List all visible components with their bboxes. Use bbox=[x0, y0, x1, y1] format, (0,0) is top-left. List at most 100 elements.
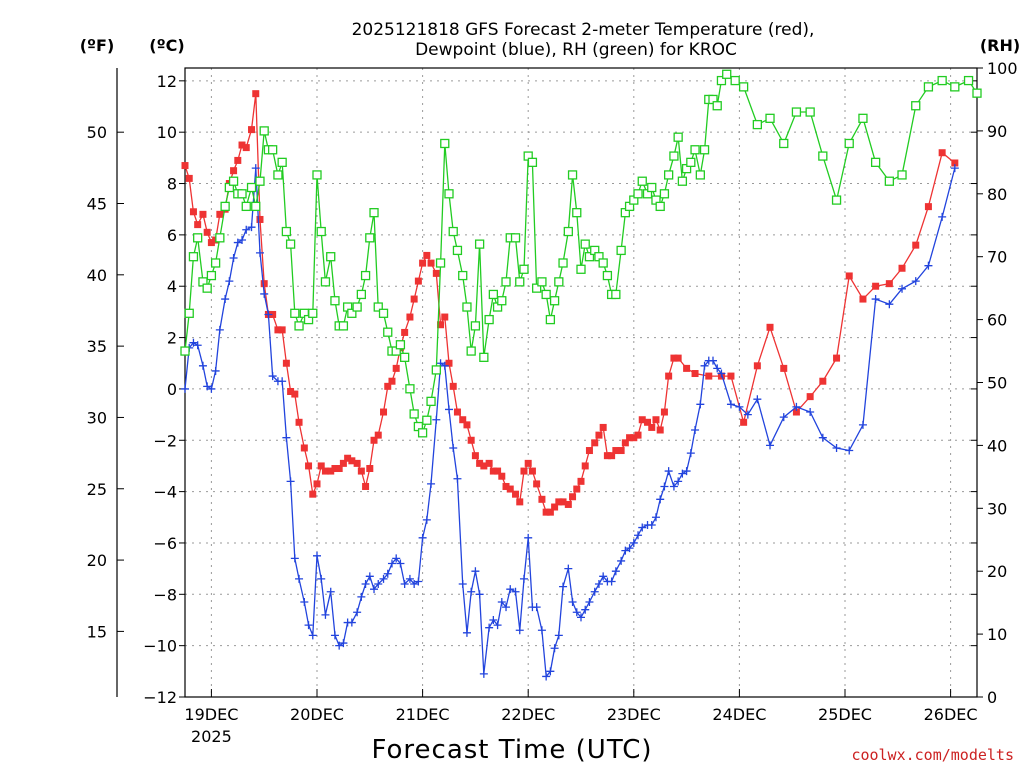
rh-point bbox=[356, 289, 367, 300]
temperature-point bbox=[512, 490, 520, 498]
rh-point bbox=[246, 182, 257, 193]
rh-point bbox=[470, 321, 481, 331]
rh-point bbox=[527, 157, 538, 168]
rh-point bbox=[950, 82, 960, 92]
rh-point bbox=[255, 176, 265, 186]
y-tick-label-rh: 40 bbox=[987, 436, 1007, 455]
dewpoint-point bbox=[743, 410, 752, 419]
dewpoint-point bbox=[485, 623, 494, 632]
dewpoint-point bbox=[198, 361, 207, 370]
rh-point bbox=[281, 226, 292, 237]
dewpoint-point bbox=[479, 669, 488, 678]
dewpoint-point bbox=[506, 585, 515, 594]
temperature-point bbox=[626, 434, 634, 442]
dewpoint-point bbox=[458, 580, 467, 589]
unit-label-celsius: (ºC) bbox=[149, 36, 184, 55]
rh-point bbox=[338, 321, 349, 331]
rh-point bbox=[580, 239, 590, 249]
rh-point bbox=[462, 302, 472, 312]
temperature-point bbox=[384, 382, 392, 390]
rh-point bbox=[567, 170, 578, 180]
dewpoint-point bbox=[656, 495, 665, 504]
dewpoint-point bbox=[462, 628, 471, 637]
dewpoint-point bbox=[353, 608, 362, 617]
rh-point bbox=[277, 157, 287, 168]
x-tick-label: 20DEC bbox=[290, 705, 344, 724]
temperature-point bbox=[274, 326, 282, 334]
temperature-point bbox=[305, 462, 313, 470]
y-tick-label-f: 20 bbox=[87, 551, 107, 570]
rh-point bbox=[549, 296, 560, 306]
dewpoint-point bbox=[467, 587, 476, 596]
temperature-point bbox=[564, 500, 572, 508]
dewpoint-point bbox=[647, 520, 656, 529]
temperature-point bbox=[585, 447, 593, 455]
temperature-point bbox=[705, 372, 713, 380]
dewpoint-point bbox=[845, 446, 854, 455]
dewpoint-point bbox=[779, 413, 788, 422]
gridlines bbox=[185, 68, 977, 697]
dewpoint-point bbox=[735, 402, 744, 411]
dewpoint-point bbox=[317, 574, 326, 583]
y-tick-label-rh: 30 bbox=[987, 499, 1007, 518]
y-tick-label-c: −2 bbox=[153, 431, 177, 450]
y-tick-label-c: 0 bbox=[167, 380, 177, 399]
rh-point bbox=[466, 346, 476, 356]
y-tick-label-c: −4 bbox=[153, 483, 177, 502]
y-tick-label-f: 30 bbox=[87, 408, 107, 427]
dewpoint-point bbox=[611, 567, 620, 576]
y-tick-label-f: 25 bbox=[87, 480, 107, 499]
temperature-point bbox=[432, 269, 440, 277]
rh-point bbox=[330, 296, 340, 306]
temperature-point bbox=[644, 418, 652, 426]
temperature-point bbox=[242, 144, 250, 152]
temperature-point bbox=[441, 313, 449, 321]
dewpoint-point bbox=[207, 384, 216, 393]
dewpoint-point bbox=[542, 672, 551, 681]
temperature-point bbox=[603, 452, 611, 460]
temperature-point bbox=[445, 359, 453, 367]
rh-point bbox=[273, 170, 283, 180]
dewpoint-point bbox=[357, 592, 366, 601]
y-tick-label-f: 50 bbox=[87, 123, 107, 142]
chart-title-line2: Dewpoint (blue), RH (green) for KROC bbox=[415, 40, 737, 60]
dewpoint-point bbox=[449, 443, 458, 452]
rh-point bbox=[598, 258, 608, 268]
temperature-point bbox=[533, 480, 541, 488]
rh-point bbox=[422, 415, 432, 425]
series-line-temperature bbox=[184, 93, 956, 513]
dewpoint-point bbox=[554, 631, 563, 640]
rh-point bbox=[184, 308, 194, 318]
temperature-point bbox=[459, 416, 467, 424]
rh-point bbox=[558, 258, 568, 268]
temperature-point bbox=[252, 90, 260, 98]
dewpoint-point bbox=[255, 248, 264, 257]
temperature-point bbox=[269, 310, 277, 318]
rh-point bbox=[730, 75, 740, 86]
dewpoint-point bbox=[489, 615, 498, 624]
rh-point bbox=[426, 396, 436, 407]
temperature-point bbox=[392, 364, 400, 372]
rh-point bbox=[805, 107, 815, 117]
temperature-point bbox=[634, 431, 642, 439]
rh-point bbox=[228, 176, 239, 186]
temperature-point bbox=[951, 159, 959, 167]
temperature-point bbox=[898, 264, 906, 272]
rh-point bbox=[316, 226, 326, 237]
rh-point bbox=[923, 82, 934, 92]
temperature-point bbox=[282, 359, 290, 367]
y-tick-label-rh: 0 bbox=[987, 688, 997, 707]
dewpoint-point bbox=[453, 474, 462, 483]
dewpoint-point bbox=[247, 223, 256, 232]
dewpoint-point bbox=[678, 469, 687, 478]
rh-point bbox=[360, 270, 371, 281]
rh-point bbox=[188, 252, 199, 262]
rh-point bbox=[633, 189, 643, 199]
rh-point bbox=[541, 289, 551, 300]
dewpoint-point bbox=[898, 284, 907, 293]
temperature-point bbox=[467, 436, 475, 444]
x-tick-sublabel: 2025 bbox=[191, 727, 232, 746]
dewpoint-point bbox=[278, 377, 287, 386]
y-tick-label-c: 4 bbox=[167, 277, 177, 296]
